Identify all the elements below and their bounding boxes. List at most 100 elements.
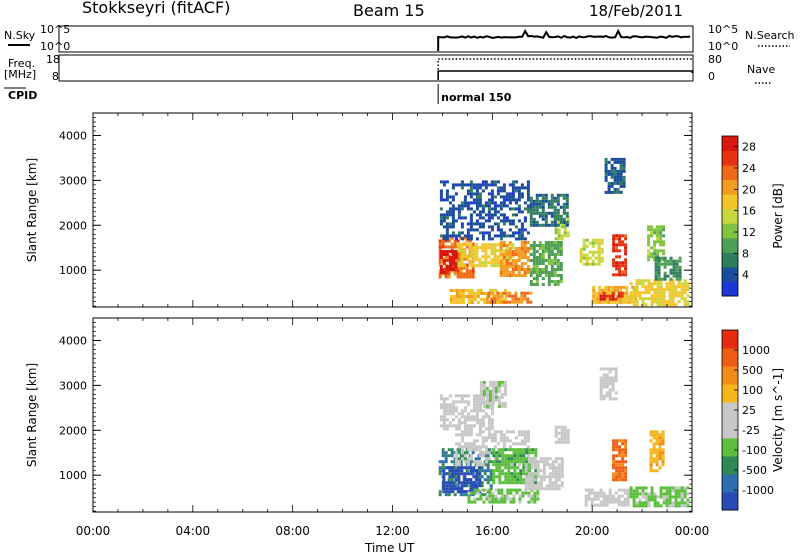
power-cell: [604, 285, 608, 289]
velocity-cell: [614, 391, 618, 395]
power-cell: [448, 250, 452, 253]
power-cell: [612, 240, 616, 244]
power-cell: [634, 297, 638, 301]
velocity-cell: [503, 500, 507, 504]
velocity-cell: [548, 457, 552, 461]
velocity-colorbar-tick-label: -100: [742, 444, 767, 457]
power-cell: [493, 252, 497, 256]
velocity-cell: [478, 445, 482, 449]
power-cell: [659, 249, 663, 253]
power-cell: [493, 222, 497, 226]
velocity-cell: [510, 475, 514, 479]
velocity-cell: [533, 491, 537, 495]
velocity-cell: [661, 430, 665, 434]
power-cell: [514, 250, 518, 253]
power-cell: [650, 288, 654, 292]
velocity-cell: [453, 466, 457, 470]
power-cell: [448, 268, 452, 271]
velocity-cell: [469, 472, 473, 476]
power-ylabel: Slant Range [km]: [25, 158, 39, 262]
velocity-cell: [536, 466, 540, 470]
power-cell: [439, 213, 443, 217]
velocity-cell: [686, 492, 690, 496]
power-cell: [591, 253, 595, 257]
power-cell: [457, 264, 461, 268]
power-cell: [526, 198, 530, 202]
power-cell: [511, 180, 515, 184]
power-cell: [618, 264, 622, 268]
power-cell: [532, 217, 536, 221]
velocity-cell: [482, 389, 486, 393]
velocity-cell: [491, 494, 495, 498]
velocity-cell: [510, 472, 514, 476]
power-cell: [656, 288, 660, 292]
velocity-cell: [451, 469, 455, 473]
velocity-cell: [478, 424, 482, 428]
velocity-cell: [497, 386, 501, 390]
velocity-cell: [507, 463, 511, 467]
velocity-cell: [662, 498, 666, 502]
velocity-cell: [442, 478, 446, 482]
power-cell: [559, 193, 563, 197]
velocity-cell: [677, 492, 681, 496]
power-cell: [556, 202, 560, 206]
power-cell: [541, 247, 545, 250]
power-cell: [514, 259, 518, 262]
power-cell: [457, 261, 461, 265]
velocity-cell: [656, 504, 660, 508]
nsky-tick-high: 10^5: [40, 23, 70, 36]
velocity-cell: [487, 421, 491, 425]
power-cell: [502, 253, 506, 256]
power-cell: [604, 300, 608, 304]
velocity-cell: [499, 433, 503, 437]
power-cell: [529, 274, 533, 277]
power-cell: [598, 288, 602, 292]
power-cell: [439, 250, 443, 253]
power-cell: [453, 245, 457, 249]
velocity-cell: [497, 401, 501, 405]
power-cell: [635, 279, 639, 283]
velocity-cell: [510, 454, 514, 458]
power-cell: [598, 291, 602, 295]
power-cell: [675, 271, 679, 275]
velocity-cell: [448, 490, 452, 494]
velocity-cell: [491, 395, 495, 399]
power-cell: [444, 275, 448, 279]
velocity-cell: [491, 380, 495, 384]
velocity-cell: [671, 495, 675, 499]
velocity-cell: [629, 495, 633, 499]
power-cell: [677, 282, 681, 286]
power-cell: [514, 291, 518, 295]
power-cell: [508, 234, 512, 238]
power-cell: [500, 295, 504, 298]
velocity-cell: [445, 466, 449, 470]
power-cell: [617, 294, 621, 298]
power-cell: [556, 214, 560, 218]
power-cell: [485, 298, 489, 301]
power-cell: [460, 252, 464, 256]
power-cell: [514, 297, 518, 301]
power-cell: [532, 271, 536, 274]
velocity-cell: [614, 376, 618, 380]
cpid-label: CPID: [8, 89, 37, 102]
power-cell: [550, 196, 554, 200]
power-cell: [535, 283, 539, 286]
velocity-cell: [469, 427, 473, 431]
power-cell: [505, 294, 509, 298]
velocity-cell: [557, 425, 561, 429]
power-cell: [520, 294, 524, 298]
power-cell: [493, 300, 497, 304]
velocity-cell: [472, 442, 476, 446]
power-cell: [445, 259, 449, 262]
velocity-cell: [624, 439, 628, 443]
velocity-cell: [668, 492, 672, 496]
power-cell: [556, 268, 560, 271]
velocity-cell: [534, 469, 538, 473]
velocity-cell: [487, 457, 491, 461]
beam-title: Beam 15: [353, 1, 425, 20]
power-cell: [529, 259, 533, 262]
power-cell: [523, 297, 527, 301]
power-cell: [629, 297, 633, 301]
velocity-cell: [655, 460, 659, 464]
power-colorbar-swatch: [722, 252, 738, 268]
